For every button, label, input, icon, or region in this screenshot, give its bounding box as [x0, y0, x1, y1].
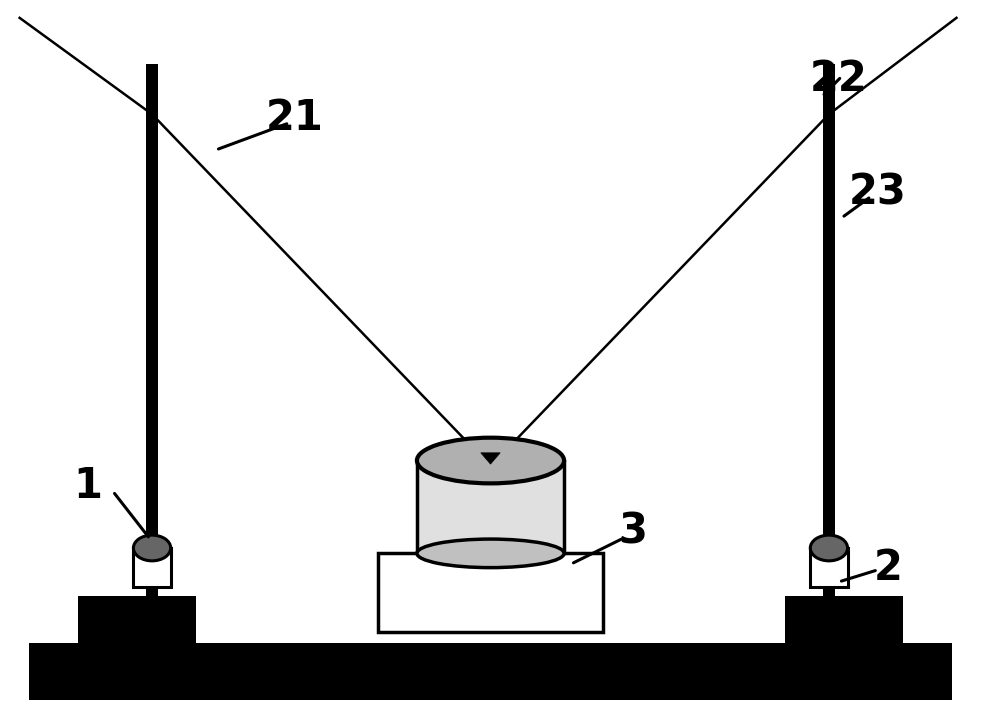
Ellipse shape — [133, 536, 171, 561]
Bar — [378, 553, 603, 632]
Bar — [29, 643, 952, 700]
Text: 22: 22 — [810, 58, 867, 99]
Bar — [785, 596, 903, 643]
Ellipse shape — [810, 536, 848, 561]
Bar — [417, 461, 564, 553]
Polygon shape — [481, 453, 500, 464]
Bar — [146, 64, 158, 596]
Bar — [810, 548, 848, 587]
Text: 2: 2 — [873, 547, 903, 588]
Bar — [823, 64, 835, 596]
Ellipse shape — [417, 539, 564, 568]
Ellipse shape — [417, 438, 564, 483]
Bar — [133, 548, 171, 587]
Bar — [78, 596, 196, 643]
Text: 1: 1 — [74, 465, 103, 506]
Text: 21: 21 — [266, 97, 323, 139]
Text: 3: 3 — [618, 511, 647, 553]
Text: 23: 23 — [850, 172, 906, 213]
